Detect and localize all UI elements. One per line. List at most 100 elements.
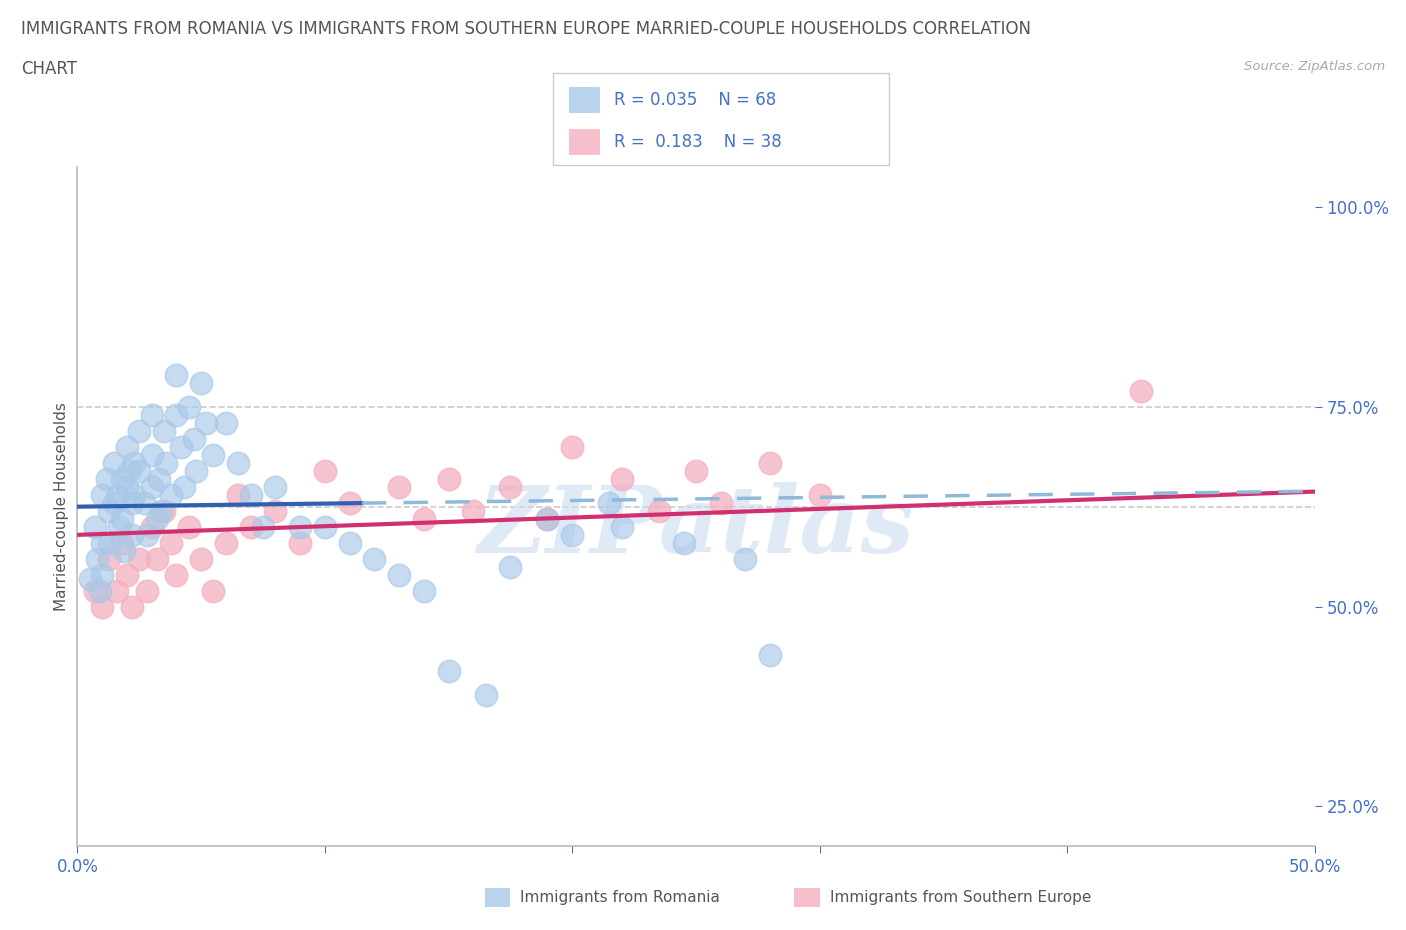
Point (437, 472, 460, 486)
Point (610, 472, 633, 486)
Point (195, 416, 218, 431)
Point (226, 456, 249, 471)
Point (288, 519, 311, 534)
Point (83, 583, 105, 598)
Point (145, 551, 167, 566)
Point (153, 423, 176, 438)
Point (314, 463, 336, 478)
Point (165, 567, 187, 582)
Point (173, 480, 195, 495)
Point (112, 543, 135, 558)
Text: Immigrants from Romania: Immigrants from Romania (520, 890, 720, 905)
Point (118, 463, 141, 478)
Point (115, 480, 138, 495)
Point (121, 527, 143, 542)
Point (91, 567, 114, 582)
Point (264, 480, 287, 495)
Point (252, 519, 274, 534)
Point (98, 536, 121, 551)
Point (672, 536, 695, 551)
Point (111, 472, 134, 486)
Point (128, 551, 150, 566)
Point (98, 551, 121, 566)
Point (388, 567, 411, 582)
Point (134, 496, 156, 511)
Point (155, 456, 177, 471)
Point (105, 583, 128, 598)
Point (202, 583, 225, 598)
Point (648, 503, 671, 518)
Point (177, 519, 200, 534)
Point (91, 487, 114, 502)
Point (536, 512, 558, 526)
Point (264, 503, 287, 518)
Point (141, 407, 163, 422)
Point (170, 440, 193, 455)
Point (153, 503, 176, 518)
Y-axis label: Married-couple Households: Married-couple Households (53, 403, 69, 611)
Text: IMMIGRANTS FROM ROMANIA VS IMMIGRANTS FROM SOUTHERN EUROPE MARRIED-COUPLE HOUSEH: IMMIGRANTS FROM ROMANIA VS IMMIGRANTS FR… (21, 20, 1031, 38)
Point (79, 571, 101, 586)
Point (141, 519, 163, 534)
Point (91, 536, 114, 551)
Point (135, 527, 157, 542)
Point (115, 440, 138, 455)
Point (165, 367, 187, 382)
Text: R =  0.183    N = 38: R = 0.183 N = 38 (614, 133, 782, 152)
Point (121, 599, 143, 614)
Point (165, 407, 187, 422)
Point (121, 496, 143, 511)
Point (339, 496, 361, 511)
Point (177, 400, 200, 415)
Point (160, 487, 183, 502)
Point (111, 512, 134, 526)
Point (239, 519, 262, 534)
Point (160, 536, 183, 551)
Point (499, 480, 522, 495)
Point (103, 456, 125, 471)
Point (463, 503, 485, 518)
Point (89, 583, 111, 598)
Point (98, 503, 121, 518)
Point (710, 496, 733, 511)
Text: Source: ZipAtlas.com: Source: ZipAtlas.com (1244, 60, 1385, 73)
Point (128, 423, 150, 438)
Point (1130, 383, 1153, 398)
Point (122, 456, 145, 471)
Point (759, 456, 782, 471)
Point (190, 376, 212, 391)
Point (808, 487, 831, 502)
Text: ZIPatlas: ZIPatlas (478, 483, 914, 572)
Point (388, 480, 411, 495)
Point (412, 583, 434, 598)
Point (339, 536, 361, 551)
Point (314, 519, 336, 534)
Point (759, 647, 782, 662)
Point (183, 432, 205, 446)
Point (83, 519, 105, 534)
Point (145, 512, 167, 526)
Text: CHART: CHART (21, 60, 77, 78)
Point (108, 519, 131, 534)
Point (105, 487, 128, 502)
Point (103, 496, 125, 511)
Point (215, 536, 238, 551)
Point (437, 663, 460, 678)
Point (184, 463, 207, 478)
Point (239, 487, 262, 502)
Point (474, 687, 496, 702)
Text: Immigrants from Southern Europe: Immigrants from Southern Europe (830, 890, 1091, 905)
Point (536, 512, 558, 526)
Point (91, 599, 114, 614)
Point (202, 447, 225, 462)
Point (128, 463, 150, 478)
Point (561, 440, 583, 455)
Point (215, 416, 238, 431)
Point (96, 472, 118, 486)
Point (150, 503, 173, 518)
Point (598, 496, 620, 511)
Point (141, 480, 163, 495)
Point (148, 472, 170, 486)
Point (288, 536, 311, 551)
Point (734, 551, 756, 566)
